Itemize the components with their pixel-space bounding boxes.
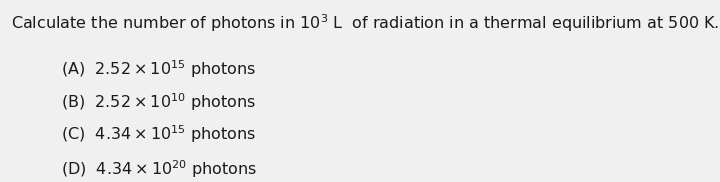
Text: (D)  $4.34\times10^{20}$ photons: (D) $4.34\times10^{20}$ photons [61,158,258,180]
Text: (C)  $4.34\times10^{15}$ photons: (C) $4.34\times10^{15}$ photons [61,124,256,145]
Text: Calculate the number of photons in $10^3$ L  of radiation in a thermal equilibri: Calculate the number of photons in $10^3… [11,13,719,34]
Text: (B)  $2.52\times10^{10}$ photons: (B) $2.52\times10^{10}$ photons [61,91,256,113]
Text: (A)  $2.52\times10^{15}$ photons: (A) $2.52\times10^{15}$ photons [61,58,256,80]
